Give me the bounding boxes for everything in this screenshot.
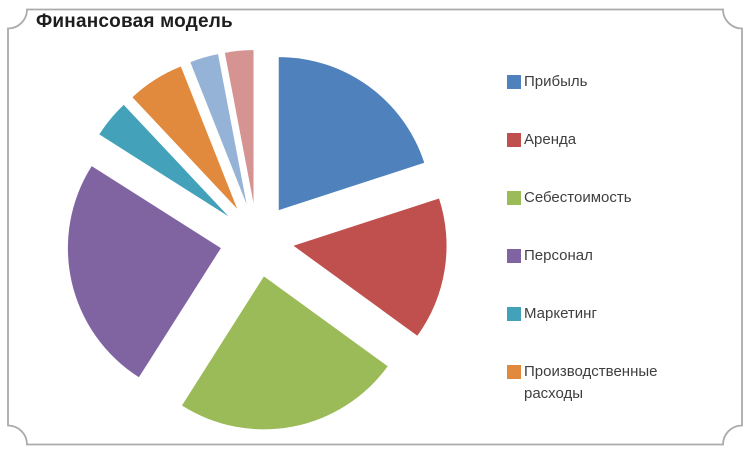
legend-label: Маркетинг [524, 305, 597, 322]
chart-title: Финансовая модель [36, 11, 233, 32]
legend-label: Себестоимость [524, 189, 632, 206]
pie-slice-6 [190, 54, 247, 205]
legend-item-production-expenses: Производственные расходы [507, 361, 685, 405]
legend-swatch-icon [507, 133, 521, 147]
legend-item-marketing: Маркетинг [507, 303, 685, 325]
pie-slice-0 [278, 57, 425, 211]
legend-swatch-icon [507, 249, 521, 263]
plaque-border [7, 8, 743, 446]
pie-slice-1 [293, 198, 447, 336]
legend-label: Прибыль [524, 73, 588, 90]
pie-slice-3 [67, 166, 221, 378]
legend-item-personnel: Персонал [507, 245, 685, 267]
legend-label: Аренда [524, 131, 577, 148]
pie-slice-7 [224, 50, 254, 204]
legend-item-cost: Себестоимость [507, 187, 685, 209]
legend-item-rent: Аренда [507, 129, 685, 151]
legend-label: Персонал [524, 247, 593, 264]
pie [67, 50, 447, 430]
legend-swatch-icon [507, 75, 521, 89]
legend-swatch-icon [507, 191, 521, 205]
legend-swatch-icon [507, 365, 521, 379]
legend-swatch-icon [507, 307, 521, 321]
pie-slice-2 [181, 276, 388, 430]
legend: Прибыль Аренда Себестоимость Персонал Ма… [507, 71, 685, 405]
pie-slice-5 [132, 66, 238, 209]
legend-label: Производственные расходы [524, 363, 658, 402]
legend-item-profit: Прибыль [507, 71, 685, 93]
pie-slice-4 [99, 104, 229, 217]
